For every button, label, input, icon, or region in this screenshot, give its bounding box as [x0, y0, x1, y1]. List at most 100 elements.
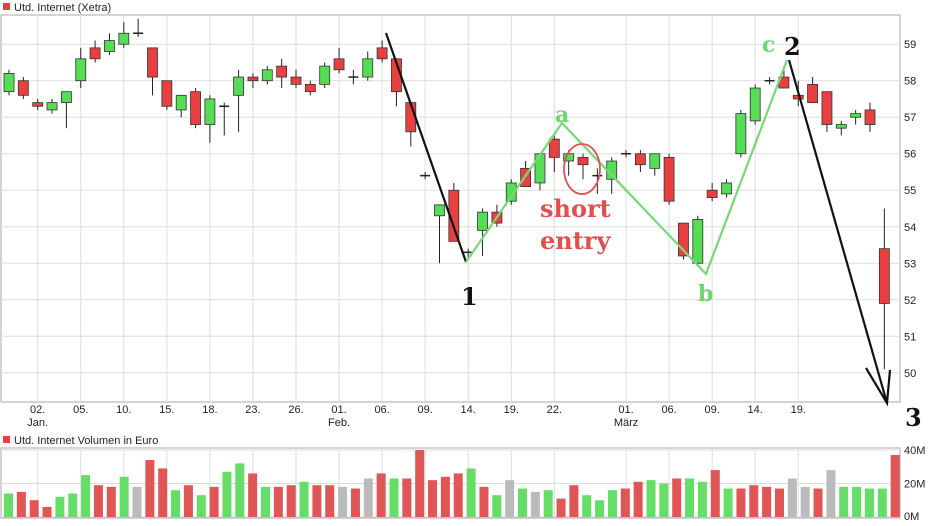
volume-bar: [55, 496, 65, 517]
volume-bar: [132, 486, 142, 517]
candle-body: [204, 98, 216, 125]
entry-label: entry: [540, 226, 611, 255]
volume-bar: [16, 491, 26, 517]
price-month-label: Jan.: [27, 417, 48, 429]
wave-label-c: c: [762, 32, 775, 58]
volume-bars: [4, 450, 900, 517]
volume-bar: [158, 468, 168, 517]
volume-bar: [286, 485, 296, 517]
price-x-tick-label: 18.: [202, 404, 217, 416]
volume-bar: [183, 485, 193, 517]
candle-body: [75, 58, 87, 82]
candle-body: [749, 87, 761, 122]
volume-bar: [697, 481, 707, 517]
candle-body: [721, 182, 732, 195]
price-x-tick-label: 23.: [245, 404, 260, 416]
annotations: 1 2 3 a b c short entry: [384, 32, 922, 432]
volume-bar: [518, 488, 527, 517]
volume-bar: [582, 495, 592, 517]
volume-bar: [710, 470, 720, 517]
candle-body: [304, 83, 316, 93]
price-x-tick-label: 14.: [748, 404, 763, 416]
candle-body: [118, 32, 130, 45]
down-trend-line-1: [384, 32, 468, 263]
volume-bar: [261, 486, 270, 517]
volume-bar: [813, 488, 823, 517]
price-y-tick-label: 59: [904, 39, 916, 51]
candle-body: [376, 47, 388, 60]
candle-body: [864, 109, 876, 125]
volume-bar: [376, 473, 386, 517]
volume-bar: [890, 455, 900, 517]
candle-body: [649, 153, 661, 169]
volume-y-tick-label: 0M: [904, 511, 919, 523]
short-entry-circle: [563, 143, 601, 195]
price-x-tick-label: 02.: [30, 404, 45, 416]
candle-body: [807, 83, 818, 104]
candle-body: [706, 189, 718, 198]
candle-body: [17, 80, 29, 96]
volume-bar: [350, 488, 360, 517]
candles: [3, 18, 890, 370]
volume-bar: [440, 476, 450, 517]
wave-label-b: b: [698, 281, 713, 307]
volume-bar: [736, 488, 746, 517]
wave-label-1: 1: [461, 282, 478, 311]
candle-body: [32, 102, 44, 107]
candle-body: [735, 113, 747, 155]
volume-bar: [672, 478, 682, 517]
candle-body: [835, 124, 847, 129]
volume-bar: [312, 485, 322, 517]
price-y-tick-label: 51: [904, 331, 916, 343]
candle-body: [89, 47, 101, 60]
volume-bar: [479, 486, 489, 517]
volume-bar: [775, 488, 784, 517]
volume-bar: [145, 460, 155, 517]
price-x-tick-label: 06.: [374, 404, 389, 416]
volume-bar: [248, 473, 258, 517]
volume-bar: [505, 480, 515, 517]
volume-bar: [402, 478, 412, 517]
volume-bar: [453, 473, 463, 517]
candle-body: [635, 153, 646, 166]
volume-bar: [787, 478, 797, 517]
volume-chart-title: Utd. Internet Volumen in Euro: [14, 435, 158, 447]
volume-bar: [93, 485, 103, 517]
candle-body: [175, 94, 187, 111]
volume-bar: [466, 468, 476, 517]
wave-label-a: a: [555, 102, 569, 128]
volume-bar: [852, 486, 862, 517]
candle-body: [477, 211, 488, 231]
volume-bar: [762, 486, 772, 517]
price-chart-title: Utd. Internet (Xetra): [14, 2, 111, 14]
candle-body: [104, 40, 115, 52]
candle-body: [821, 91, 833, 125]
short-label: short: [540, 194, 611, 223]
volume-bar: [119, 476, 129, 517]
candle-body: [290, 76, 302, 85]
arrow-head-3: [865, 367, 892, 407]
candle-body: [505, 182, 517, 202]
volume-bar: [723, 488, 733, 517]
price-y-tick-labels: 50 51 52 53 54 55 56 57 58 59: [904, 39, 916, 380]
price-x-tick-label: 01.: [618, 404, 633, 416]
price-panel: Utd. Internet (Xetra) 50 51 52 53 54 55 56 57 58…: [0, 2, 916, 429]
volume-bar: [685, 478, 695, 517]
candle-body: [548, 138, 560, 158]
candle-body: [261, 69, 273, 82]
price-grid: [1, 15, 900, 402]
price-x-tick-label: 26.: [288, 404, 303, 416]
candle-body: [190, 91, 201, 125]
candle-body: [61, 91, 72, 104]
candle-body: [233, 76, 245, 96]
wave-label-3: 3: [905, 403, 922, 432]
price-legend-swatch: [3, 3, 10, 10]
volume-bar: [556, 498, 566, 517]
candle-body: [46, 102, 58, 111]
volume-y-tick-labels: 0M 20M 40M: [904, 445, 925, 523]
price-y-tick-label: 55: [904, 185, 916, 197]
candle-body: [434, 204, 445, 217]
price-x-tick-label: 09.: [705, 404, 720, 416]
volume-bar: [106, 486, 116, 517]
volume-bar: [171, 490, 181, 517]
